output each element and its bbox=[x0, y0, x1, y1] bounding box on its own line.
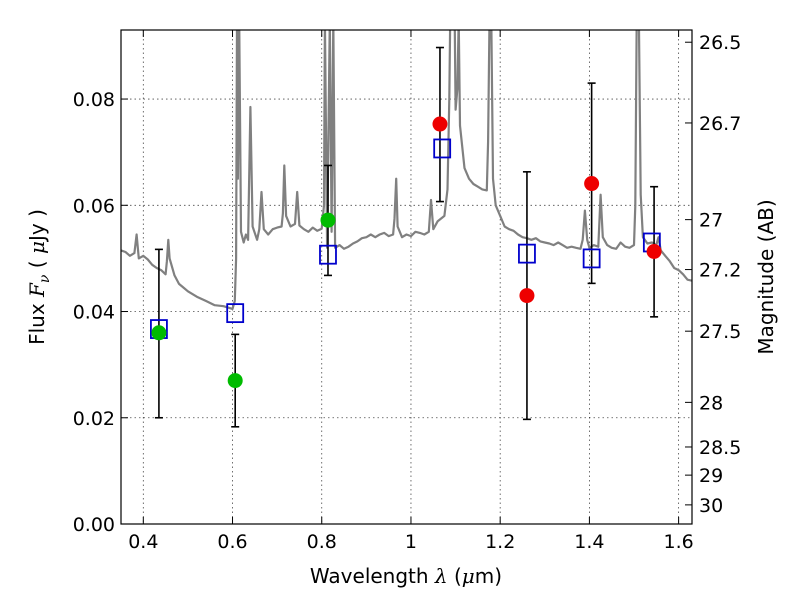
photometry-points bbox=[151, 116, 662, 389]
x-tick-label: 1.2 bbox=[485, 531, 515, 553]
red-data-point bbox=[432, 116, 448, 132]
mag-tick-label: 27.2 bbox=[699, 260, 741, 282]
x-tick-label: 0.4 bbox=[128, 531, 158, 553]
model-flux-squares bbox=[150, 138, 661, 339]
mag-tick-label: 27 bbox=[699, 210, 723, 232]
y-tick-label: 0.04 bbox=[73, 302, 115, 324]
model-flux-square bbox=[319, 244, 337, 265]
plot-frame bbox=[120, 29, 693, 525]
mag-tick-label: 29 bbox=[699, 465, 723, 487]
model-spectrum-line bbox=[121, 30, 692, 310]
mag-tick-label: 26.5 bbox=[699, 32, 741, 54]
grid-lines bbox=[121, 30, 692, 524]
model-flux-square bbox=[226, 303, 245, 324]
x-axis-label: Wavelength λ (μm) bbox=[310, 564, 502, 588]
y-tick-label: 0.06 bbox=[73, 195, 115, 217]
model-flux-square bbox=[518, 243, 536, 264]
red-data-point bbox=[519, 288, 535, 304]
model-flux-square bbox=[433, 138, 452, 159]
mag-tick-label: 30 bbox=[699, 495, 723, 517]
model-spectrum bbox=[121, 30, 692, 310]
y-axis-label: Flux Fν ( μJy ) bbox=[25, 209, 53, 345]
green-data-point bbox=[151, 325, 167, 341]
x-tick-label: 1.4 bbox=[574, 531, 604, 553]
y-tick-label: 0.02 bbox=[73, 408, 115, 430]
green-data-point bbox=[227, 373, 243, 389]
mag-tick-label: 27.5 bbox=[699, 321, 741, 343]
mag-tick-label: 28.5 bbox=[699, 437, 741, 459]
axis-ticks: 0.4 0.6 0.8 1 1.2 1.4 1.6 0.00 0.02 0.04 0.06 0.08 2… bbox=[73, 30, 741, 553]
red-data-point bbox=[584, 176, 600, 192]
x-tick-label: 1.6 bbox=[664, 531, 694, 553]
y-tick-label: 0.08 bbox=[73, 89, 115, 111]
x-tick-label: 0.8 bbox=[307, 531, 337, 553]
x-tick-label: 1 bbox=[405, 531, 417, 553]
model-flux-square bbox=[582, 248, 601, 269]
x-tick-label: 0.6 bbox=[217, 531, 247, 553]
y-tick-label: 0.00 bbox=[73, 514, 115, 536]
green-data-point bbox=[320, 212, 336, 228]
y2-axis-label: Magnitude (AB) bbox=[754, 199, 778, 354]
mag-tick-label: 26.7 bbox=[699, 113, 741, 135]
red-data-point bbox=[646, 244, 662, 260]
mag-tick-label: 28 bbox=[699, 392, 723, 414]
